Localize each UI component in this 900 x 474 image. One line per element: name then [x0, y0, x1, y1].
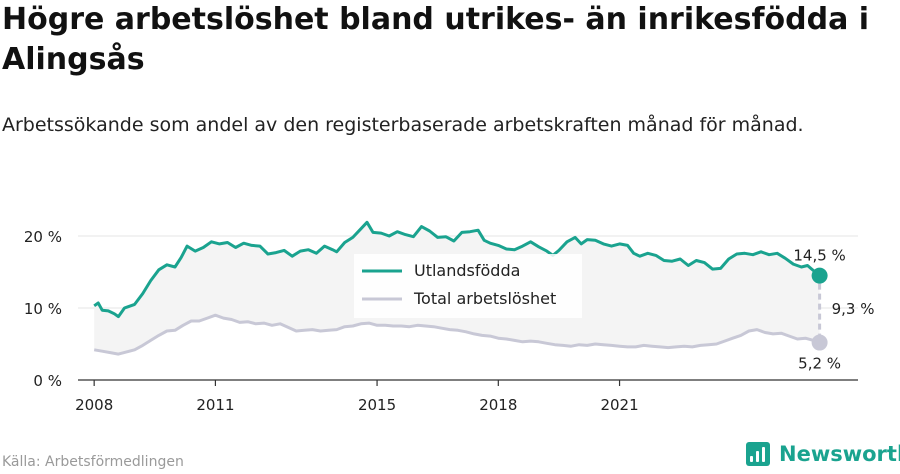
gap-label: 9,3 %	[832, 300, 875, 318]
axes: 0 % 10 % 20 % 2008 2011 2015 2018 2021	[24, 228, 858, 414]
x-tick-label: 2015	[358, 396, 396, 414]
y-tick-label: 10 %	[24, 300, 62, 318]
y-tick-label: 20 %	[24, 228, 62, 246]
series-line-total	[93, 313, 821, 356]
end-annotations: 14,5 % 5,2 % 9,3 %	[793, 247, 874, 373]
legend-label-total: Total arbetslöshet	[413, 289, 556, 308]
end-point-utlandsfodda	[811, 267, 828, 284]
series-lines	[93, 220, 821, 356]
brand: Newsworthy	[746, 442, 900, 466]
legend-label-utlandsfodda: Utlandsfödda	[414, 261, 520, 280]
legend-box	[354, 254, 582, 318]
end-label-utlandsfodda: 14,5 %	[793, 247, 845, 265]
legend: Utlandsfödda Total arbetslöshet	[354, 254, 582, 318]
x-tick-label: 2008	[75, 396, 113, 414]
newsworthy-logo-icon	[746, 442, 770, 466]
y-tick-label: 0 %	[33, 372, 62, 390]
end-point-total	[811, 334, 828, 351]
chart-subtitle: Arbetssökande som andel av den registerb…	[2, 114, 804, 136]
source-note: Källa: Arbetsförmedlingen	[2, 454, 184, 470]
end-label-total: 5,2 %	[798, 355, 841, 373]
chart-title: Högre arbetslöshet bland utrikes- än inr…	[2, 2, 870, 77]
brand-name: Newsworthy	[779, 442, 900, 466]
x-tick-label: 2011	[196, 396, 234, 414]
x-tick-label: 2021	[600, 396, 638, 414]
series-line-utlandsfodda	[93, 220, 821, 319]
x-tick-label: 2018	[479, 396, 517, 414]
